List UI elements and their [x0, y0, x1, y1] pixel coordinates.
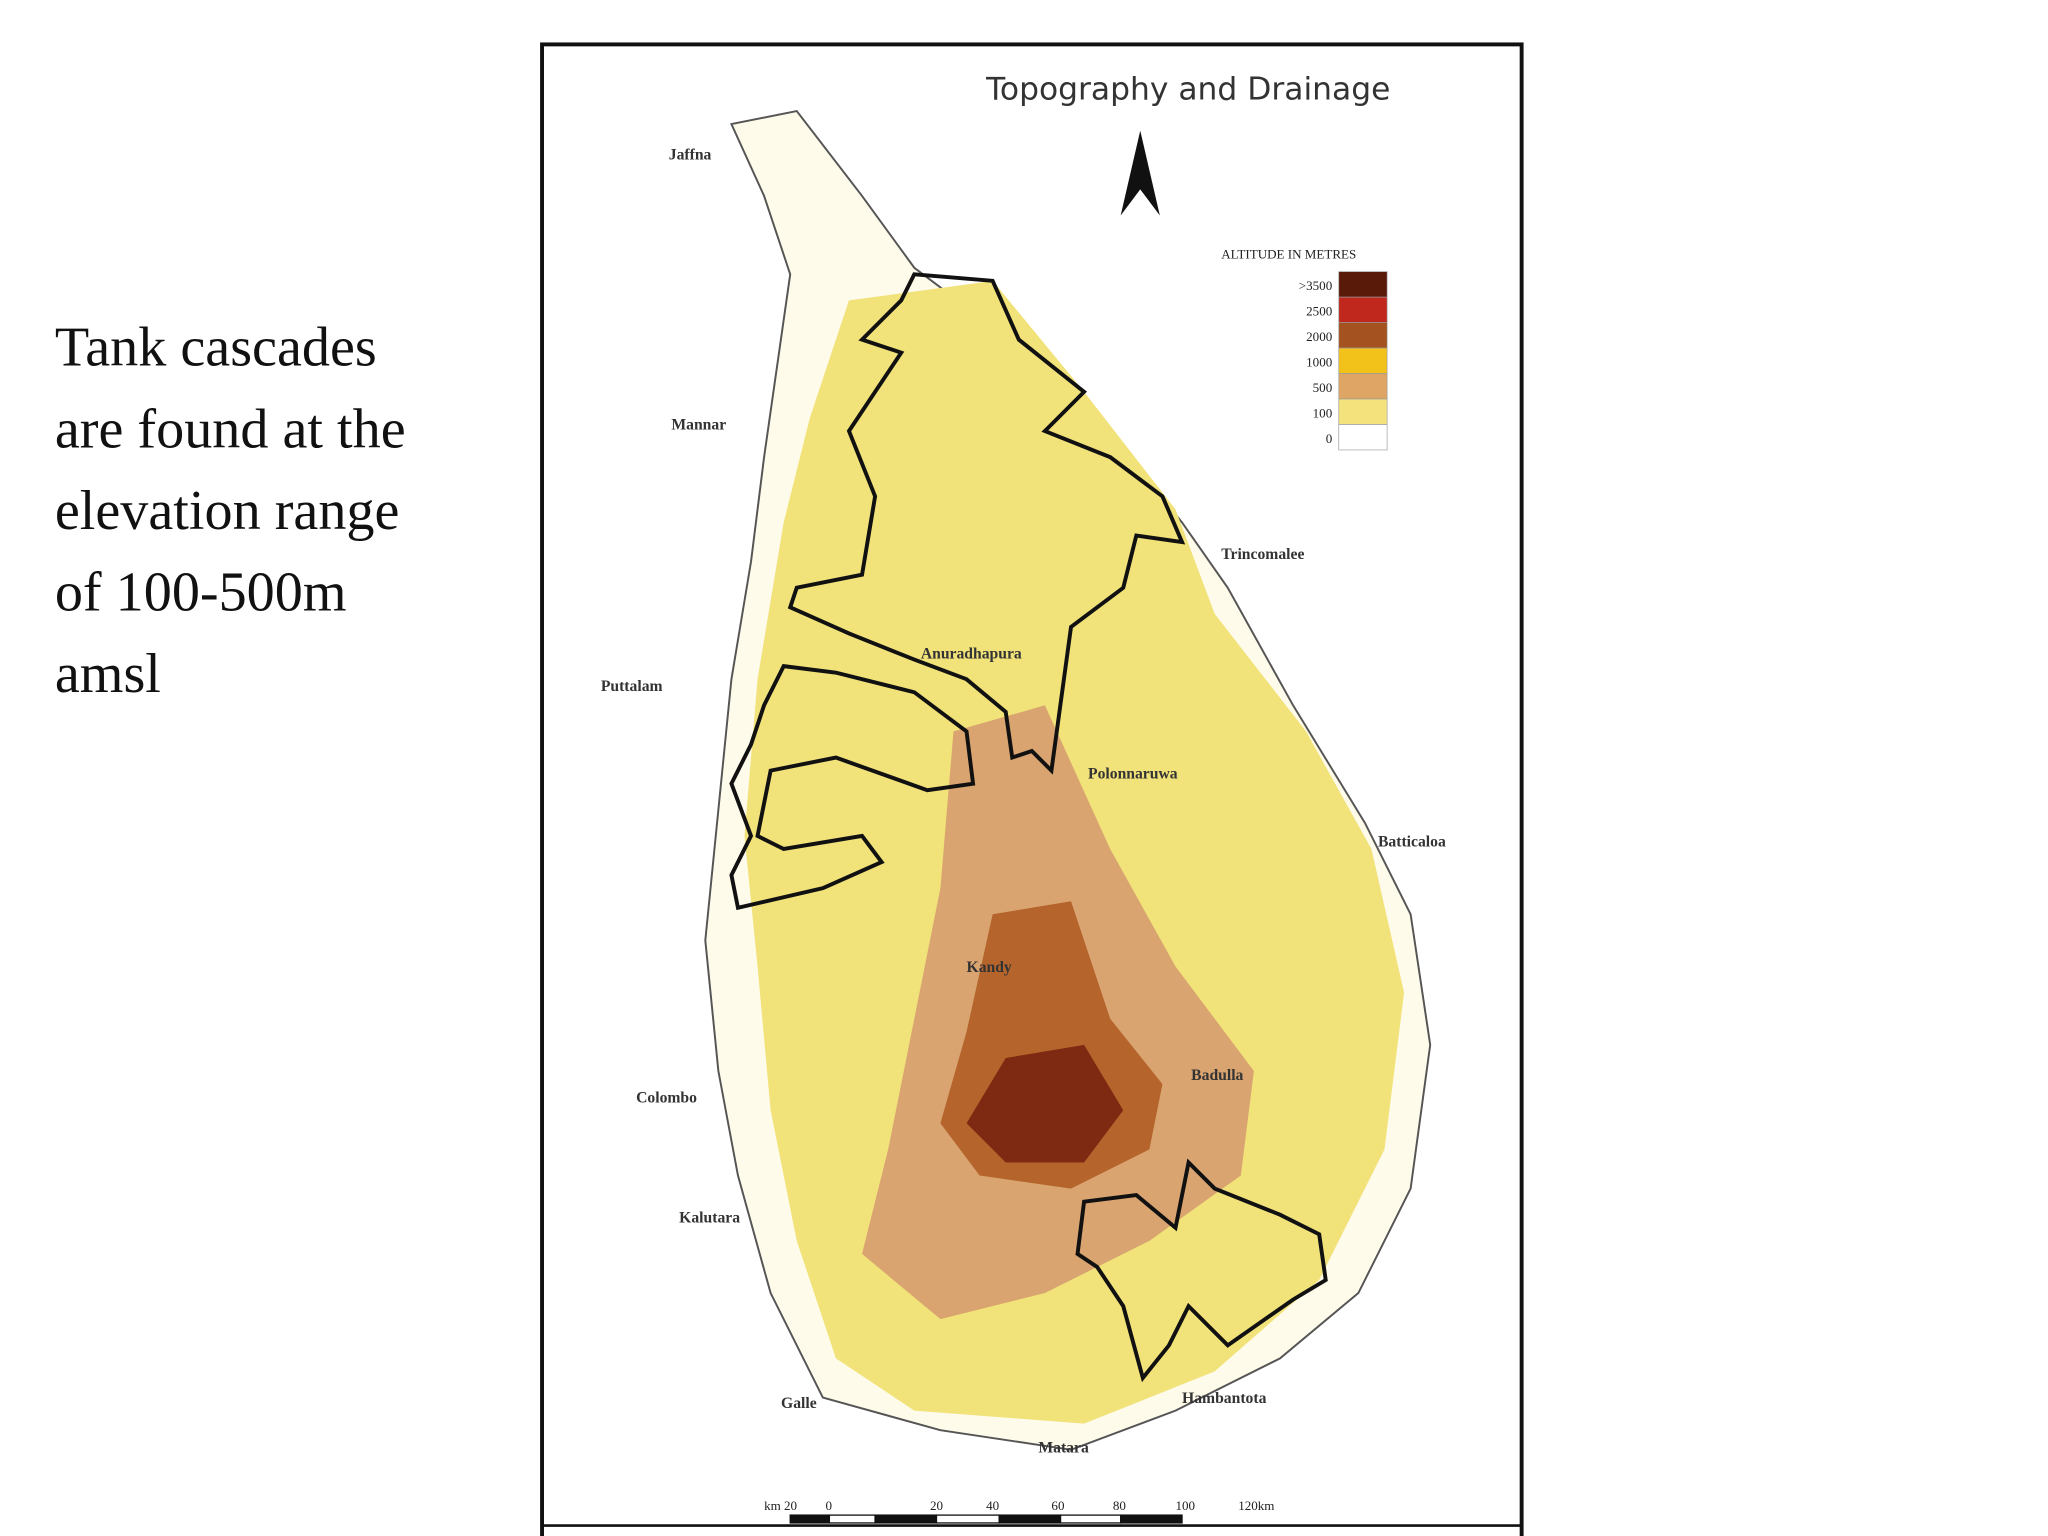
legend-swatch [1338, 424, 1388, 451]
scale-segment [998, 1514, 1062, 1524]
legend-label: 100 [1313, 405, 1333, 420]
slide-line: Tank cascades [55, 317, 377, 379]
place-label: Puttalam [601, 678, 663, 695]
slide-line: elevation range [55, 480, 400, 542]
legend-swatch [1338, 373, 1388, 400]
scale-segment [874, 1514, 938, 1524]
scale-label: 60 [1051, 1498, 1065, 1513]
slide-line: of 100-500m [55, 562, 347, 624]
legend-swatch [1338, 347, 1388, 374]
place-label: Batticaloa [1378, 833, 1446, 850]
scale-label: 100 [1176, 1498, 1196, 1513]
legend-label: 2000 [1306, 329, 1333, 344]
scale-label: 20 [930, 1498, 944, 1513]
place-label: Colombo [636, 1089, 697, 1106]
scale-segment [789, 1514, 831, 1524]
scale-label: 0 [825, 1498, 832, 1513]
place-label: Galle [781, 1395, 817, 1412]
scale-segment [1120, 1514, 1183, 1524]
place-label: Hambantota [1182, 1390, 1267, 1407]
legend-swatch [1338, 296, 1388, 323]
scale-bar: km 20 0 20 40 60 80 100 120km [764, 1498, 1274, 1524]
north-arrow [1120, 130, 1160, 216]
scale-label: 80 [1113, 1498, 1127, 1513]
place-label: Anuradhapura [921, 645, 1022, 662]
legend-label: 2500 [1306, 303, 1333, 318]
legend-title: ALTITUDE IN METRES [1221, 247, 1356, 262]
place-labels: Jaffna Mannar Trincomalee Anuradhapura Putta… [601, 146, 1446, 1456]
place-label: Kandy [967, 959, 1012, 976]
slide-text: Tank cascades are found at the elevation r… [55, 317, 406, 706]
legend-swatch [1338, 322, 1388, 349]
place-label: Trincomalee [1221, 546, 1304, 563]
slide-line: are found at the [55, 398, 406, 460]
legend-swatch [1338, 398, 1388, 425]
place-label: Kalutara [679, 1210, 740, 1227]
elevation-2500 [966, 1044, 1124, 1163]
cascade-outlines [729, 272, 1328, 1383]
place-label: Mannar [671, 417, 726, 434]
place-label: Matara [1038, 1439, 1089, 1456]
scale-segment [828, 1514, 876, 1524]
scale-label: km 20 [764, 1498, 797, 1513]
scale-label: 120km [1238, 1498, 1274, 1513]
place-label: Jaffna [669, 146, 712, 163]
legend-label: 1000 [1306, 354, 1333, 369]
place-label: Badulla [1191, 1067, 1243, 1084]
map-title: Topography and Drainage [985, 71, 1390, 107]
scale-label: 40 [986, 1498, 1000, 1513]
scale-segment [1059, 1514, 1122, 1524]
legend-label: >3500 [1299, 278, 1333, 293]
place-label: Polonnaruwa [1088, 765, 1178, 782]
legend-label: 0 [1326, 431, 1333, 446]
legend-swatch [1338, 271, 1388, 298]
slide-line: amsl [55, 643, 161, 705]
scale-segment [935, 1514, 1000, 1524]
legend-label: 500 [1313, 380, 1333, 395]
